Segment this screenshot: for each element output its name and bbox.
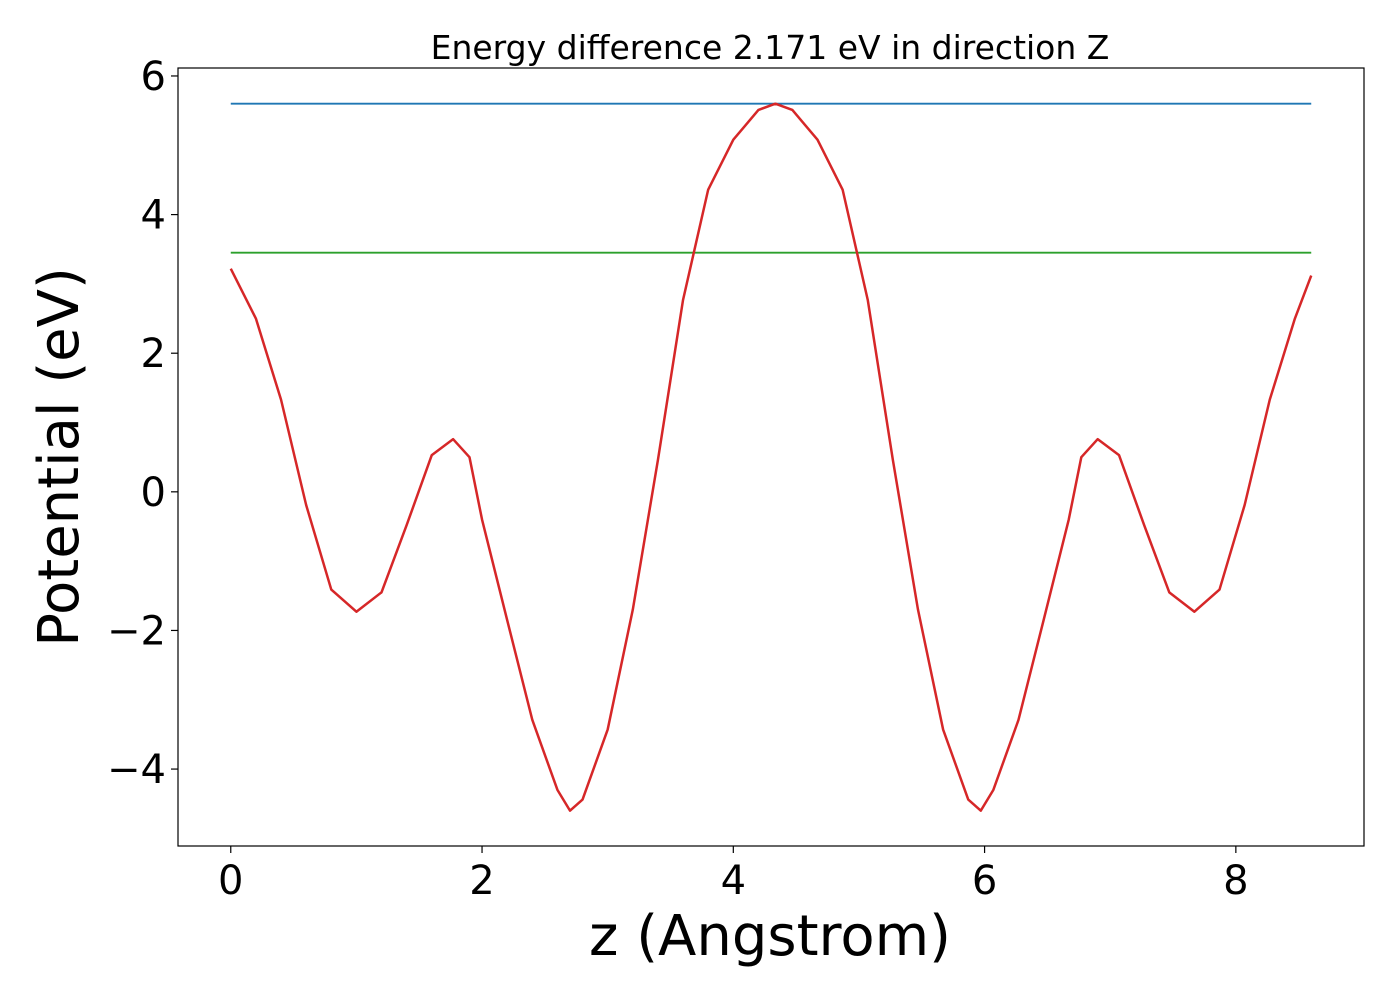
y-tick-label: −2 (107, 608, 166, 654)
plot-frame (177, 67, 1365, 847)
x-tick-label: 0 (218, 858, 243, 904)
y-tick-label: 4 (141, 193, 166, 239)
line (229, 102, 1313, 812)
y-tick-label: 2 (141, 331, 166, 377)
x-tick-label: 4 (721, 858, 746, 904)
x-tick-label: 2 (469, 858, 494, 904)
y-axis-label: Potential (eV) (27, 267, 92, 647)
x-tick-label: 6 (972, 858, 997, 904)
y-tick-label: 0 (141, 470, 166, 516)
x-axis-label: z (Angstrom) (589, 904, 951, 969)
x-tick-label: 8 (1223, 858, 1248, 904)
y-tick-label: 6 (141, 54, 166, 100)
chart-title: Energy difference 2.171 eV in direction … (431, 28, 1110, 67)
y-tick-label: −4 (107, 747, 166, 793)
